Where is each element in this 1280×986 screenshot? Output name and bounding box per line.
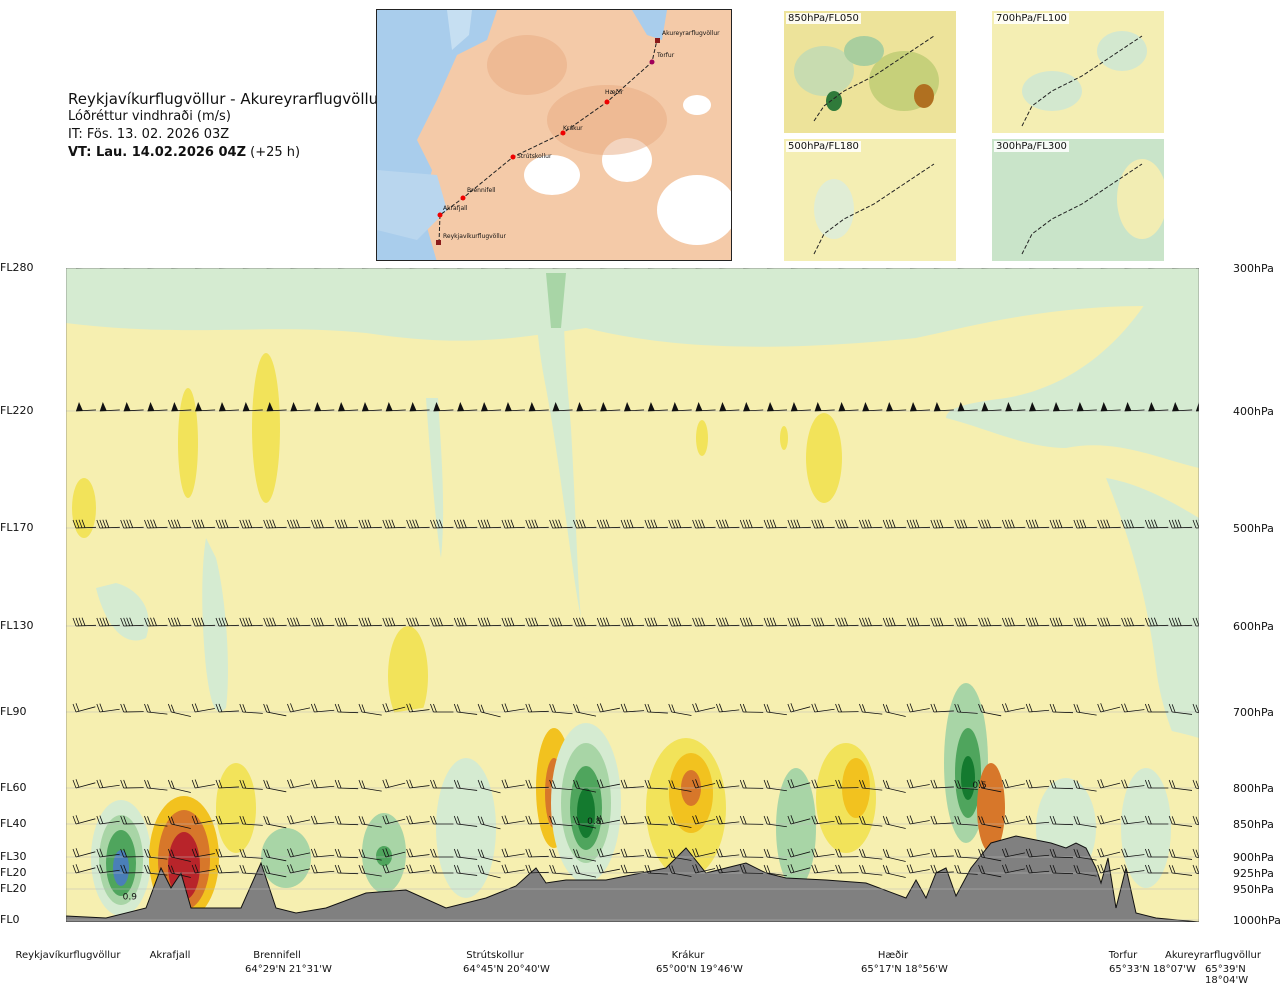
thumbnail-850[interactable]: 850hPa/FL050 bbox=[784, 11, 956, 133]
thumbnail-label: 500hPa/FL180 bbox=[786, 141, 861, 152]
cross-section-svg: 0.9 0.8 0.5 bbox=[66, 268, 1199, 922]
flight-level-label: FL30 bbox=[0, 850, 26, 863]
flight-level-label: FL40 bbox=[0, 817, 26, 830]
flight-level-label: FL20 bbox=[0, 882, 26, 895]
contour-value-label: 0.8 bbox=[587, 817, 602, 827]
location-coordinate: 65°33'N 18°07'W bbox=[1109, 964, 1196, 975]
location-label: Akureyrarflugvöllur bbox=[1158, 950, 1268, 961]
flight-level-label: FL60 bbox=[0, 781, 26, 794]
valid-time-offset: (+25 h) bbox=[250, 145, 300, 160]
waypoint-marker bbox=[461, 196, 466, 201]
thumbnail-map bbox=[784, 11, 956, 133]
flight-level-label: FL280 bbox=[0, 261, 33, 274]
map-label: Akrafjall bbox=[443, 205, 468, 212]
flight-level-label: FL220 bbox=[0, 404, 33, 417]
location-coordinate: 64°45'N 20°40'W bbox=[463, 964, 550, 975]
location-coordinate: 65°17'N 18°56'W bbox=[861, 964, 948, 975]
field-region bbox=[216, 763, 256, 853]
route-map-svg: Akureyrarflugvöllur Torfur Hæðir Krákur … bbox=[377, 10, 732, 261]
pressure-level-label: 1000hPa bbox=[1233, 914, 1280, 927]
location-coordinate: 65°39'N 18°04'W bbox=[1205, 964, 1280, 986]
thumbnail-label: 850hPa/FL050 bbox=[786, 13, 861, 24]
thumbnail-300[interactable]: 300hPa/FL300 bbox=[992, 139, 1164, 261]
map-label: Reykjavíkurflugvöllur bbox=[443, 233, 506, 240]
thumbnail-map bbox=[784, 139, 956, 261]
location-label: Brennifell bbox=[222, 950, 332, 961]
contour-value-label: 0.5 bbox=[972, 781, 986, 791]
field-region bbox=[977, 763, 1005, 853]
valid-time-bold: VT: Lau. 14.02.2026 04Z bbox=[68, 145, 246, 160]
route-map: Akureyrarflugvöllur Torfur Hæðir Krákur … bbox=[376, 9, 732, 261]
thumbnail-map bbox=[992, 11, 1164, 133]
location-coordinate: 65°00'N 19°46'W bbox=[656, 964, 743, 975]
chart-title-block: Reykjavíkurflugvöllur - Akureyrarflugvöl… bbox=[68, 90, 384, 162]
flight-level-label: FL130 bbox=[0, 619, 33, 632]
thumbnail-700[interactable]: 700hPa/FL100 bbox=[992, 11, 1164, 133]
field-region bbox=[1121, 768, 1171, 888]
map-label: Krákur bbox=[563, 125, 583, 132]
flight-level-label: FL0 bbox=[0, 913, 19, 926]
location-label: Hæðir bbox=[838, 950, 948, 961]
pressure-level-label: 850hPa bbox=[1233, 818, 1274, 831]
location-label: Strútskollur bbox=[440, 950, 550, 961]
issue-time: IT: Fös. 13. 02. 2026 03Z bbox=[68, 126, 384, 144]
field-region bbox=[961, 756, 975, 800]
field-region bbox=[436, 758, 496, 898]
route-title: Reykjavíkurflugvöllur - Akureyrarflugvöl… bbox=[68, 90, 384, 108]
contour-value-label: 0.9 bbox=[123, 893, 138, 903]
pressure-level-label: 900hPa bbox=[1233, 851, 1274, 864]
thumbnail-500[interactable]: 500hPa/FL180 bbox=[784, 139, 956, 261]
cross-section-plot: 0.9 0.8 0.5 bbox=[66, 268, 1199, 922]
field-region bbox=[178, 388, 198, 498]
waypoint-marker bbox=[436, 240, 441, 245]
pressure-level-label: 950hPa bbox=[1233, 883, 1274, 896]
chart-subtitle: Lóðréttur vindhraði (m/s) bbox=[68, 108, 384, 126]
field-region bbox=[696, 420, 708, 456]
map-label: Torfur bbox=[656, 52, 675, 59]
field-region bbox=[577, 788, 595, 838]
field-region bbox=[113, 850, 129, 886]
map-label: Strútskollur bbox=[517, 153, 552, 160]
pressure-level-label: 925hPa bbox=[1233, 867, 1274, 880]
location-label: Akrafjall bbox=[115, 950, 225, 961]
location-label: Krákur bbox=[633, 950, 743, 961]
thumbnail-map bbox=[992, 139, 1164, 261]
waypoint-marker bbox=[511, 155, 516, 160]
flight-level-label: FL90 bbox=[0, 705, 26, 718]
pressure-level-label: 400hPa bbox=[1233, 405, 1274, 418]
field-region bbox=[72, 478, 96, 538]
map-label: Brennifell bbox=[467, 187, 496, 194]
waypoint-marker bbox=[438, 213, 443, 218]
thumbnail-label: 700hPa/FL100 bbox=[994, 13, 1069, 24]
pressure-level-label: 300hPa bbox=[1233, 262, 1274, 275]
map-label: Hæðir bbox=[605, 89, 624, 96]
flight-level-label: FL20 bbox=[0, 866, 26, 879]
pressure-level-label: 500hPa bbox=[1233, 522, 1274, 535]
pressure-level-label: 700hPa bbox=[1233, 706, 1274, 719]
thumbnail-label: 300hPa/FL300 bbox=[994, 141, 1069, 152]
waypoint-marker bbox=[655, 38, 660, 43]
pressure-level-label: 800hPa bbox=[1233, 782, 1274, 795]
field-region bbox=[776, 768, 816, 888]
map-label: Akureyrarflugvöllur bbox=[662, 30, 720, 37]
field-region bbox=[780, 426, 788, 450]
location-coordinate: 64°29'N 21°31'W bbox=[245, 964, 332, 975]
waypoint-marker bbox=[650, 60, 655, 65]
flight-level-label: FL170 bbox=[0, 521, 33, 534]
valid-time: VT: Lau. 14.02.2026 04Z (+25 h) bbox=[68, 144, 384, 162]
field-region bbox=[806, 413, 842, 503]
waypoint-marker bbox=[605, 100, 610, 105]
location-label: Reykjavíkurflugvöllur bbox=[13, 950, 123, 961]
field-region bbox=[261, 828, 311, 888]
field-region bbox=[252, 353, 280, 503]
pressure-level-label: 600hPa bbox=[1233, 620, 1274, 633]
